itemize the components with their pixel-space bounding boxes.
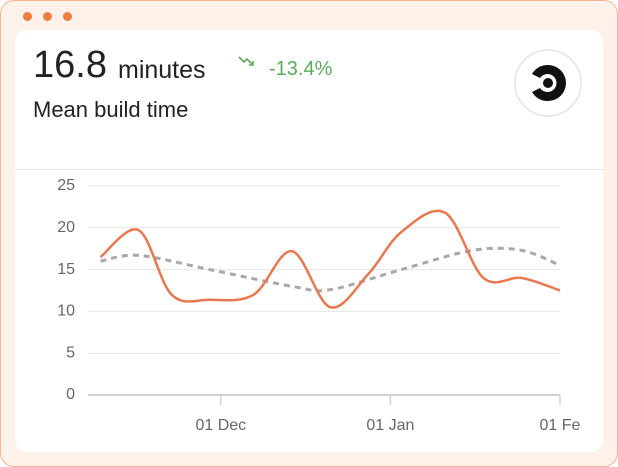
dot — [63, 12, 72, 21]
y-tick-label: 5 — [66, 344, 75, 361]
line — [100, 246, 561, 293]
logo — [514, 49, 582, 117]
metric-value: 16.8 — [33, 44, 107, 86]
x-tick-label: 01 Fe — [540, 417, 581, 434]
metric-unit: minutes — [118, 56, 206, 84]
panel: 16.8 minutes -13.4% Mean build time — [15, 30, 603, 452]
line — [99, 209, 561, 309]
y-tick-label: 25 — [57, 177, 75, 194]
divider — [15, 169, 603, 170]
y-tick-label: 10 — [57, 303, 75, 320]
dot — [23, 12, 32, 21]
metric-change: -13.4% — [269, 58, 333, 80]
x-tick-label: 01 Dec — [195, 417, 246, 434]
y-tick-label: 0 — [66, 386, 75, 403]
x-tick-label: 01 Jan — [366, 417, 414, 434]
metric-label: Mean build time — [33, 97, 189, 122]
trend-icon — [238, 56, 254, 66]
dot — [43, 12, 52, 21]
y-tick-label: 20 — [57, 219, 75, 236]
y-tick-label: 15 — [57, 261, 75, 278]
